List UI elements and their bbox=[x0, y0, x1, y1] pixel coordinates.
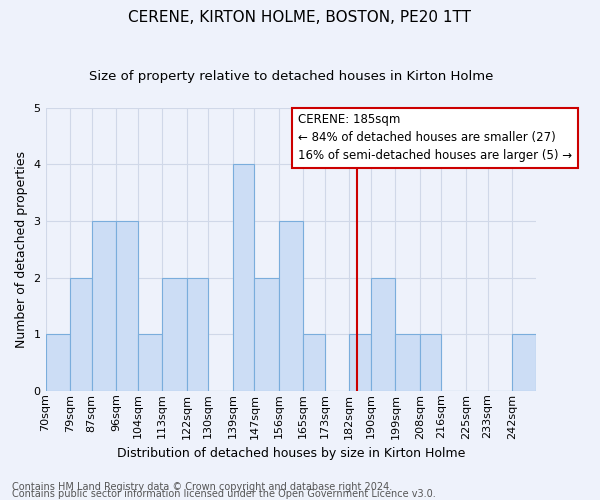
Text: Contains public sector information licensed under the Open Government Licence v3: Contains public sector information licen… bbox=[12, 489, 436, 499]
Text: CERENE, KIRTON HOLME, BOSTON, PE20 1TT: CERENE, KIRTON HOLME, BOSTON, PE20 1TT bbox=[128, 10, 472, 25]
Bar bbox=[162, 278, 187, 391]
Bar bbox=[420, 334, 442, 391]
Bar bbox=[46, 334, 70, 391]
Title: Size of property relative to detached houses in Kirton Holme: Size of property relative to detached ho… bbox=[89, 70, 493, 83]
Bar bbox=[371, 278, 395, 391]
X-axis label: Distribution of detached houses by size in Kirton Holme: Distribution of detached houses by size … bbox=[117, 447, 465, 460]
Bar bbox=[395, 334, 420, 391]
Bar bbox=[187, 278, 208, 391]
Bar bbox=[116, 221, 138, 391]
Bar bbox=[138, 334, 162, 391]
Y-axis label: Number of detached properties: Number of detached properties bbox=[15, 151, 28, 348]
Bar bbox=[512, 334, 536, 391]
Bar bbox=[254, 278, 279, 391]
Bar bbox=[233, 164, 254, 391]
Text: CERENE: 185sqm
← 84% of detached houses are smaller (27)
16% of semi-detached ho: CERENE: 185sqm ← 84% of detached houses … bbox=[298, 114, 572, 162]
Bar bbox=[349, 334, 371, 391]
Bar bbox=[279, 221, 303, 391]
Text: Contains HM Land Registry data © Crown copyright and database right 2024.: Contains HM Land Registry data © Crown c… bbox=[12, 482, 392, 492]
Bar bbox=[303, 334, 325, 391]
Bar bbox=[70, 278, 92, 391]
Bar bbox=[92, 221, 116, 391]
